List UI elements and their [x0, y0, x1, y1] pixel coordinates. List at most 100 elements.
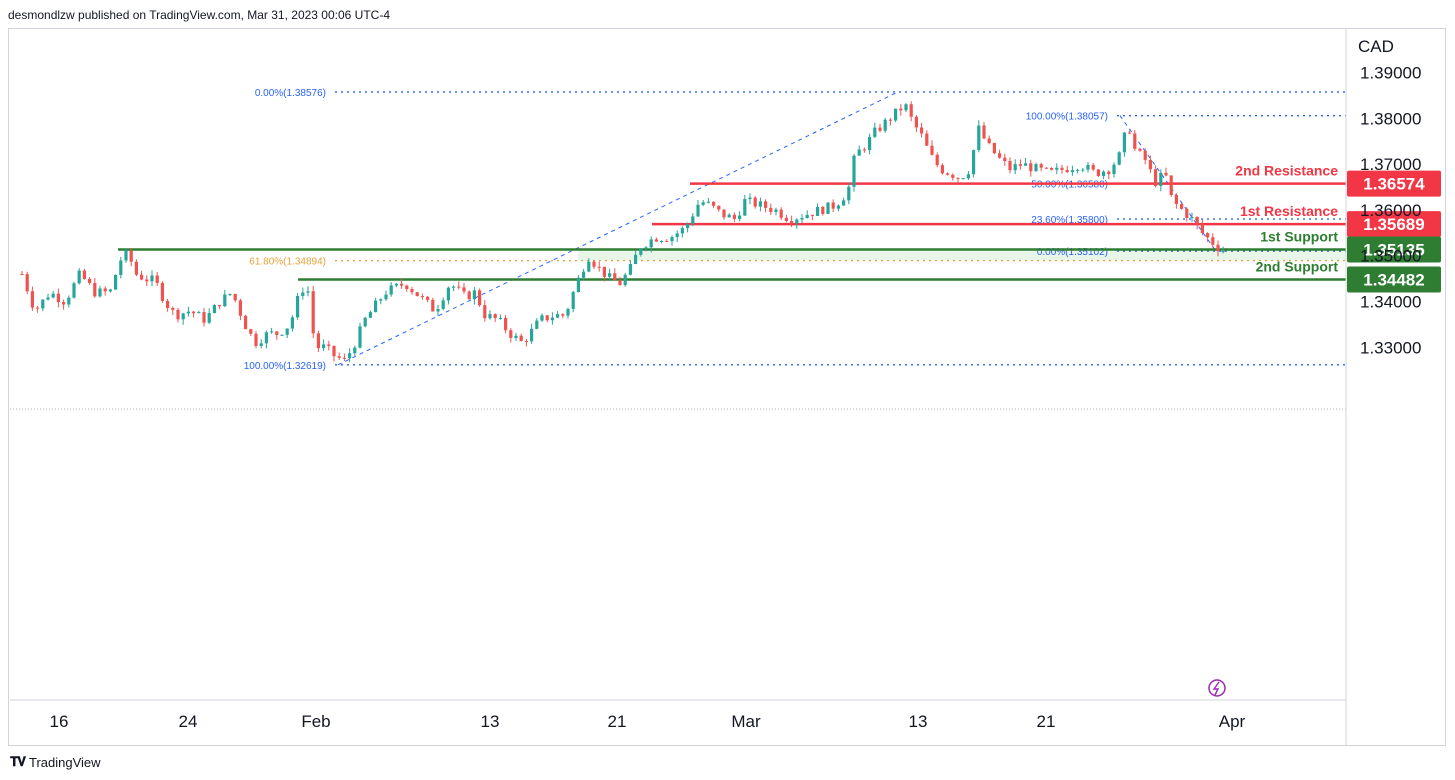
candle-body [1128, 132, 1132, 134]
candle-body [108, 289, 112, 292]
candle-body [1148, 159, 1152, 170]
y-tick-label: 1.39000 [1360, 64, 1421, 83]
x-tick-label: 16 [50, 712, 69, 731]
candle-body [628, 264, 632, 275]
candle-body [119, 260, 123, 275]
candle-body [420, 296, 424, 298]
candle-body [441, 300, 445, 309]
candle-body [67, 297, 71, 305]
candle-body [940, 165, 944, 174]
candle-body [166, 300, 170, 308]
candle-body [478, 290, 482, 306]
candle-body [966, 174, 970, 179]
candle-body [582, 271, 586, 278]
candle-body [1024, 163, 1028, 166]
candle-body [727, 214, 731, 218]
candle-body [810, 214, 814, 216]
footer-brand[interactable]: 𝐓𝐕 TradingView [10, 754, 101, 770]
candle-body [358, 326, 362, 348]
candle-body [1065, 169, 1069, 173]
fib-right-label-0: 0.00%(1.35102) [1037, 247, 1108, 258]
candle-body [545, 315, 549, 321]
resistance-2-price-label: 1.36574 [1363, 175, 1425, 194]
candle-body [774, 209, 778, 212]
candle-body [701, 202, 705, 205]
candle-body [36, 307, 40, 309]
brand-name: TradingView [29, 754, 101, 770]
publisher-header: desmondlzw published on TradingView.com,… [8, 8, 390, 22]
candle-body [25, 274, 29, 292]
candle-body [41, 299, 45, 309]
candle-body [816, 206, 820, 216]
candle-body [192, 311, 196, 314]
currency-label: CAD [1358, 37, 1394, 56]
candle-body [784, 217, 788, 222]
candle-body [1185, 208, 1189, 218]
candle-body [93, 283, 97, 297]
candle-body [961, 178, 965, 180]
candle-body [717, 205, 721, 210]
candle-body [847, 186, 851, 201]
candle-body [46, 297, 50, 300]
candle-body [1086, 164, 1090, 170]
candle-body [608, 273, 612, 277]
candle-body [62, 302, 66, 305]
candle-body [218, 305, 222, 307]
x-tick-label: 21 [1037, 712, 1056, 731]
candle-body [134, 261, 138, 275]
candle-body [998, 153, 1002, 158]
candle-body [446, 287, 450, 301]
candle-body [805, 214, 809, 219]
candle-body [1169, 175, 1173, 196]
resistance-1-price-tag [1347, 211, 1441, 238]
candle-body [223, 294, 227, 307]
candle-body [576, 277, 580, 293]
candle-body [1091, 164, 1095, 170]
candle-body [410, 289, 414, 293]
candle-body [914, 116, 918, 128]
support-2-label: 2nd Support [1256, 258, 1339, 274]
candle-body [1200, 224, 1204, 234]
candle-body [831, 202, 835, 209]
candle-body [186, 311, 190, 314]
candle-body [238, 300, 242, 316]
fib-right-label-236: 23.60%(1.35800) [1031, 215, 1108, 226]
candle-body [987, 138, 991, 144]
candle-body [483, 305, 487, 319]
candle-body [623, 274, 627, 286]
candle-body [1018, 164, 1022, 166]
candle-body [264, 332, 268, 344]
candle-body [649, 239, 653, 248]
candle-body [374, 300, 378, 313]
candle-body [1107, 171, 1111, 175]
candle-body [795, 219, 799, 224]
candle-body [920, 127, 924, 134]
candle-body [977, 125, 981, 151]
candle-body [233, 293, 237, 301]
candle-body [207, 313, 211, 323]
candle-body [457, 286, 461, 288]
candle-body [280, 334, 284, 336]
candle-body [1164, 172, 1168, 176]
candle-body [654, 239, 658, 242]
candle-body [1206, 233, 1210, 238]
candle-body [20, 274, 24, 276]
candle-body [181, 313, 185, 320]
candle-body [743, 199, 747, 216]
fib-left-trendline [337, 91, 899, 366]
candle-body [270, 331, 274, 333]
candle-body [597, 266, 601, 268]
y-tick-label: 1.34000 [1360, 293, 1421, 312]
candle-body [556, 314, 560, 318]
candle-body [1039, 164, 1043, 168]
candle-body [1044, 167, 1048, 169]
candle-body [509, 330, 513, 338]
candle-body [862, 149, 866, 151]
candle-body [1211, 237, 1215, 245]
candle-body [472, 290, 476, 300]
candle-body [467, 291, 471, 300]
candle-body [644, 247, 648, 249]
candle-body [1180, 203, 1184, 209]
x-tick-label: 13 [481, 712, 500, 731]
